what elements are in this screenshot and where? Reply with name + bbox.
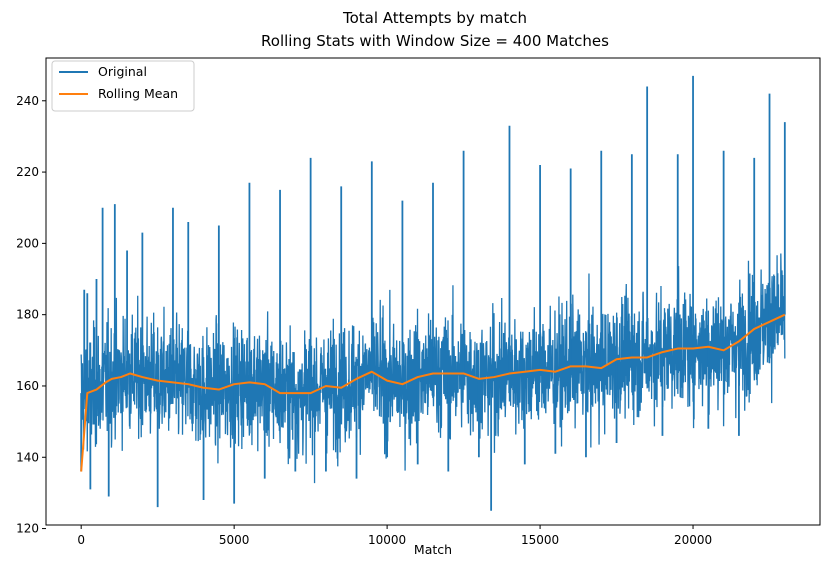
legend-label-original: Original bbox=[98, 64, 147, 79]
series-original bbox=[80, 75, 786, 511]
x-tick-label: 5000 bbox=[219, 533, 250, 547]
y-tick-label: 180 bbox=[16, 308, 39, 322]
y-tick-label: 120 bbox=[16, 522, 39, 536]
plot-frame bbox=[45, 57, 821, 526]
series-rolling-mean bbox=[80, 313, 786, 472]
x-tick-label: 10000 bbox=[368, 533, 406, 547]
legend: Original Rolling Mean bbox=[51, 60, 195, 112]
x-axis: 0 5000 10000 15000 20000 bbox=[77, 525, 712, 547]
x-axis-label: Match bbox=[414, 542, 452, 557]
series-layer bbox=[80, 75, 786, 511]
y-tick-label: 140 bbox=[16, 450, 39, 464]
y-tick-label: 220 bbox=[16, 165, 39, 179]
y-tick-label: 160 bbox=[16, 379, 39, 393]
x-tick-label: 20000 bbox=[674, 533, 712, 547]
y-tick-label: 240 bbox=[16, 94, 39, 108]
x-tick-label: 0 bbox=[77, 533, 85, 547]
y-axis: 120 140 160 180 200 220 240 bbox=[16, 94, 46, 536]
chart-title: Total Attempts by match bbox=[342, 9, 527, 27]
y-tick-label: 200 bbox=[16, 236, 39, 250]
chart-subtitle: Rolling Stats with Window Size = 400 Mat… bbox=[261, 32, 609, 50]
x-tick-label: 15000 bbox=[521, 533, 559, 547]
legend-label-rolling-mean: Rolling Mean bbox=[98, 86, 178, 101]
legend-box bbox=[51, 60, 195, 112]
